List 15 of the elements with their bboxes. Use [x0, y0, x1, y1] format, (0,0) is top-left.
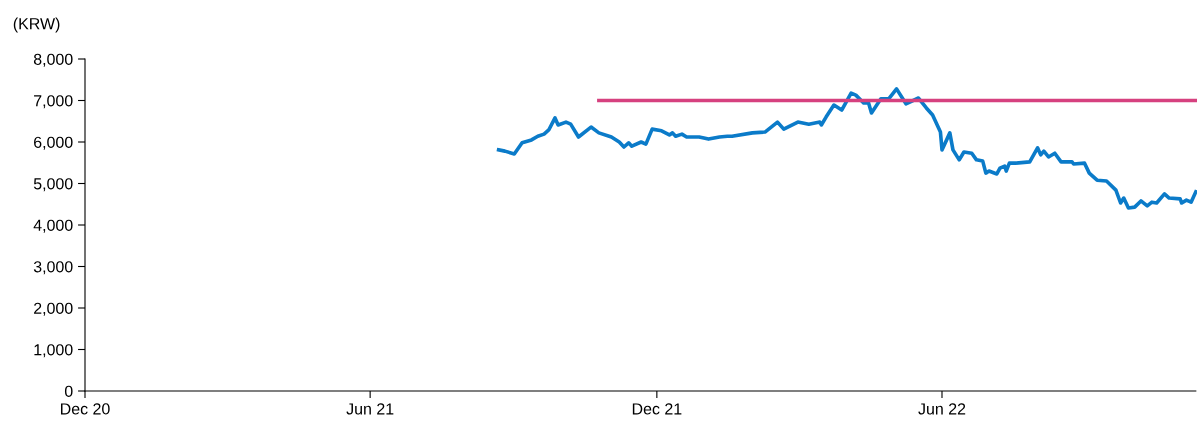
x-tick-label: Jun 22	[918, 403, 966, 415]
y-tick-label: 3,000	[33, 261, 73, 275]
y-tick-label: 4,000	[33, 219, 73, 233]
y-tick-label: 0	[64, 385, 73, 397]
x-tick-label: Dec 21	[632, 403, 682, 415]
y-tick-label: 2,000	[34, 302, 73, 316]
x-tick-label: Dec 20	[61, 403, 110, 415]
y-axis-title: (KRW)	[13, 17, 60, 33]
y-tick-label: 1,000	[34, 344, 73, 358]
x-tick-label: Jun 21	[346, 403, 394, 415]
y-tick-label: 5,000	[33, 178, 73, 192]
y-tick-label: 7,000	[34, 95, 73, 109]
line-series	[496, 87, 1197, 210]
y-tick-label: 8,000	[33, 53, 73, 67]
y-tick-label: 6,000	[34, 136, 73, 150]
